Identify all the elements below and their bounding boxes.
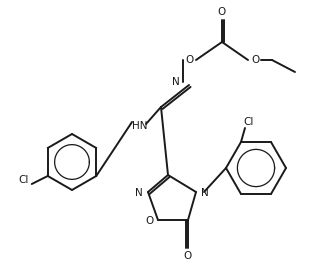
- Text: O: O: [146, 216, 154, 226]
- Text: N: N: [201, 188, 209, 198]
- Text: O: O: [185, 55, 193, 65]
- Text: N: N: [135, 188, 143, 198]
- Text: N: N: [172, 77, 180, 87]
- Text: Cl: Cl: [244, 117, 254, 127]
- Text: HN: HN: [132, 121, 148, 131]
- Text: O: O: [251, 55, 259, 65]
- Text: O: O: [184, 251, 192, 261]
- Text: Cl: Cl: [18, 175, 29, 185]
- Text: O: O: [218, 7, 226, 17]
